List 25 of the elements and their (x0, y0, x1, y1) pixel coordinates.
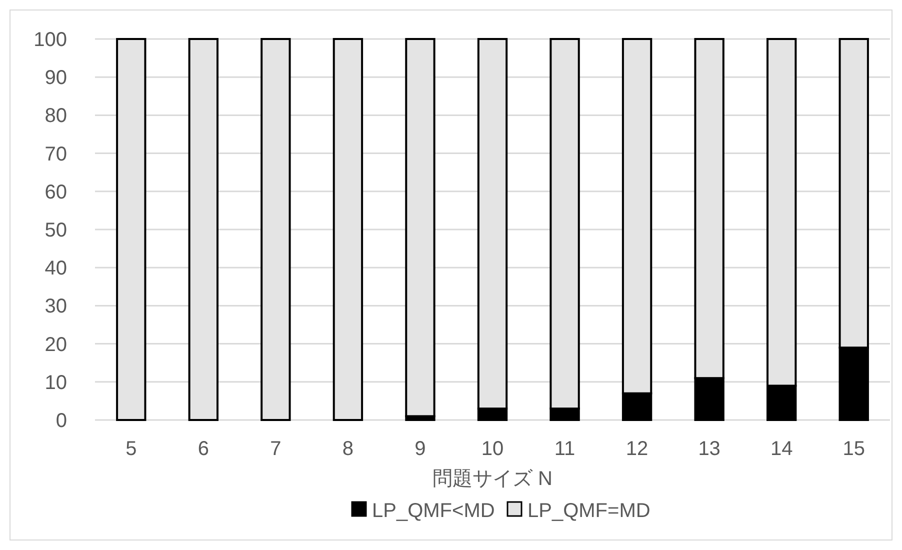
y-tick-label: 80 (44, 105, 67, 128)
y-tick-label: 10 (44, 372, 67, 394)
x-tick-label: 6 (198, 438, 209, 460)
x-tick-label: 11 (554, 438, 576, 460)
y-tick-label: 70 (44, 143, 67, 166)
y-tick-label: 0 (56, 410, 67, 432)
x-tick-label: 7 (270, 438, 282, 460)
x-tick-label: 15 (842, 438, 865, 460)
x-tick-label: 10 (481, 438, 504, 460)
x-tick-label: 8 (342, 438, 354, 460)
y-tick-label: 30 (44, 296, 67, 318)
x-tick-label: 14 (770, 438, 793, 460)
legend-label: LP_QMF=MD (528, 500, 650, 522)
legend-label: LP_QMF<MD (372, 500, 495, 522)
y-tick-label: 40 (44, 258, 67, 280)
y-tick-label: 100 (34, 29, 67, 51)
y-tick-label: 60 (44, 181, 67, 204)
y-tick-label: 90 (44, 67, 67, 90)
x-tick-label: 9 (414, 438, 426, 460)
x-tick-label: 12 (626, 438, 648, 460)
x-tick-label: 5 (126, 438, 137, 460)
x-tick-label: 13 (698, 438, 720, 460)
y-tick-label: 20 (44, 334, 67, 356)
x-axis-title: 問題サイズ N (432, 468, 552, 490)
y-tick-label: 50 (44, 220, 67, 242)
